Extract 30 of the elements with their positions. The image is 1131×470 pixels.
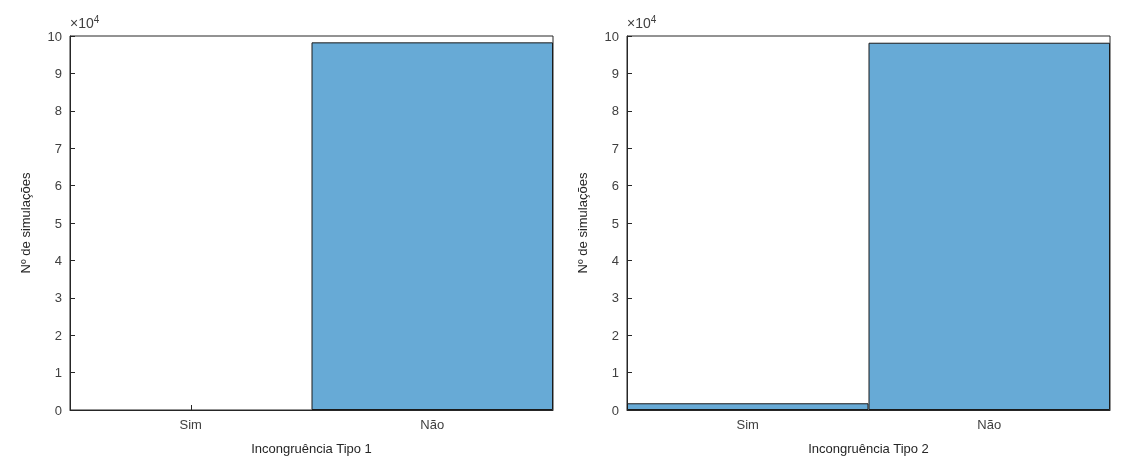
y-tick-label: 1 bbox=[54, 365, 62, 381]
y-tick-label: 0 bbox=[611, 402, 619, 418]
y-tick-label: 10 bbox=[47, 28, 62, 44]
x-tick-label: Não bbox=[977, 417, 1002, 432]
y-tick-label: 7 bbox=[54, 140, 62, 156]
y-axis-title: Nº de simulações bbox=[575, 172, 590, 274]
x-tick-label: Não bbox=[420, 417, 445, 432]
x-axis-title: Incongruência Tipo 1 bbox=[251, 441, 372, 456]
y-tick-label: 5 bbox=[54, 215, 62, 231]
x-axis-title: Incongruência Tipo 2 bbox=[808, 441, 929, 456]
y-tick-label: 3 bbox=[611, 290, 619, 306]
y-axis-title: Nº de simulações bbox=[18, 172, 33, 274]
y-tick-label: 8 bbox=[54, 103, 62, 119]
y-tick-label: 5 bbox=[611, 215, 619, 231]
y-tick-label: 7 bbox=[611, 140, 619, 156]
y-tick-label: 1 bbox=[611, 365, 619, 381]
x-tick-label: Sim bbox=[736, 417, 759, 432]
y-tick-label: 10 bbox=[604, 28, 619, 44]
y-tick-label: 3 bbox=[54, 290, 62, 306]
y-tick-label: 9 bbox=[611, 65, 619, 81]
x-tick-label: Sim bbox=[179, 417, 202, 432]
y-tick-label: 2 bbox=[611, 327, 619, 343]
y-tick-label: 4 bbox=[54, 252, 62, 268]
y-tick-label: 8 bbox=[611, 103, 619, 119]
y-tick-label: 2 bbox=[54, 327, 62, 343]
y-tick-label: 9 bbox=[54, 65, 62, 81]
y-tick-label: 4 bbox=[611, 252, 619, 268]
y-tick-label: 6 bbox=[611, 178, 619, 194]
y-tick-label: 6 bbox=[54, 178, 62, 194]
y-tick-label: 0 bbox=[54, 402, 62, 418]
